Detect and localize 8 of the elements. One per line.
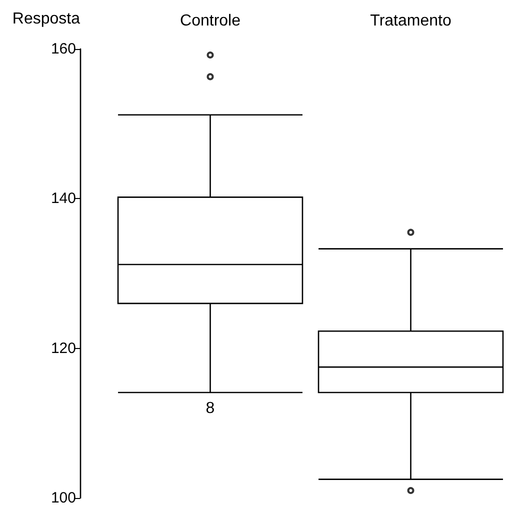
annotation: 8 [206,400,215,417]
y-axis-title: Resposta [12,10,80,28]
y-tick-label: 140 [50,190,76,208]
x-tick-label: Tratamento [370,12,452,30]
y-tick-label: 120 [50,340,76,357]
y-tick-label: 160 [50,40,76,58]
x-tick-label: Controle [180,12,241,30]
y-tick-label: 100 [50,490,76,506]
